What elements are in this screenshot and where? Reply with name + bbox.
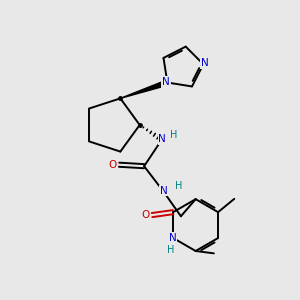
Text: N: N (160, 186, 168, 196)
Text: H: H (167, 245, 175, 255)
Polygon shape (120, 80, 168, 98)
Text: N: N (201, 58, 209, 68)
Text: H: H (175, 181, 182, 191)
Text: N: N (169, 233, 176, 243)
Text: N: N (162, 77, 170, 87)
Text: O: O (109, 160, 117, 170)
Text: O: O (141, 210, 150, 220)
Text: N: N (158, 134, 166, 144)
Text: H: H (170, 130, 178, 140)
